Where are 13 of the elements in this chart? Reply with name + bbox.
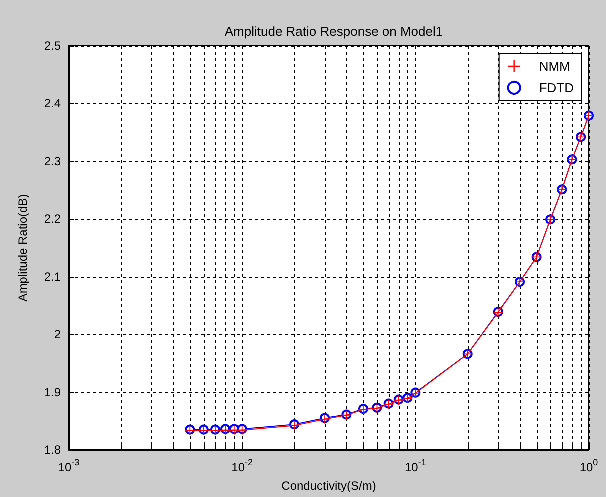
y-tick-label: 2.4 [44,96,62,111]
y-tick-label: 1.9 [44,385,62,400]
y-axis-title: Amplitude Ratio(dB) [16,194,30,302]
legend-label: NMM [539,59,570,74]
x-axis-title: Conductivity(S/m) [282,479,376,493]
chart-title: Amplitude Ratio Response on Model1 [224,24,444,39]
y-tick-label: 1.8 [44,443,62,457]
y-tick-label: 2.1 [44,270,62,284]
y-tick-label: 2.3 [44,154,62,168]
legend-label: FDTD [539,80,574,96]
y-tick-label: 2.2 [44,212,62,226]
y-tick-label: 2.5 [44,39,62,53]
y-tick-label: 2 [54,328,62,342]
